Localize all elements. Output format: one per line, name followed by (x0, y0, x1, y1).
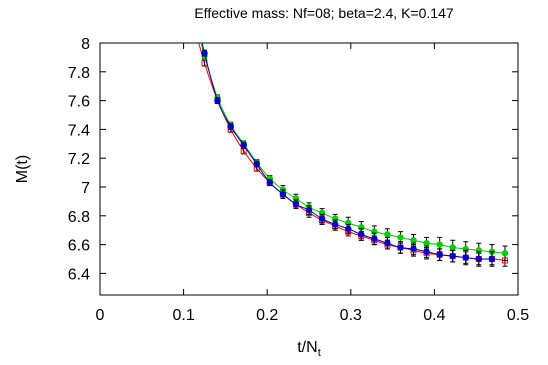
data-point (358, 231, 365, 238)
x-tick-label: 0.5 (507, 307, 529, 324)
data-point (410, 237, 417, 244)
data-point (227, 123, 234, 130)
data-point (501, 250, 509, 257)
y-tick-label: 8 (81, 36, 90, 53)
y-tick-label: 7.2 (68, 151, 90, 168)
x-axis-label: t/Nt (297, 339, 321, 359)
x-axis-ticks: 0 0.1 0.2 0.3 0.4 0.5 (96, 43, 529, 324)
y-tick-label: 6.6 (68, 238, 90, 255)
data-point (449, 244, 456, 251)
data-point (292, 201, 300, 208)
y-tick-label: 7.4 (68, 122, 90, 139)
data-point (462, 254, 469, 261)
y-tick-label: 7.6 (68, 94, 90, 111)
data-point (410, 245, 417, 253)
data-point (436, 251, 443, 258)
plot-frame (99, 42, 519, 296)
y-tick-label: 7.8 (68, 65, 90, 82)
series-2 (201, 43, 496, 267)
x-tick-label: 0.3 (340, 307, 362, 324)
data-point (345, 225, 352, 232)
data-point (475, 255, 482, 263)
data-point (240, 142, 247, 149)
data-point (214, 97, 221, 104)
x-tick-label: 0.4 (423, 307, 445, 324)
data-point (266, 179, 273, 186)
x-axis-label-main: t/N (297, 339, 317, 356)
x-axis-label-subscript: t (318, 347, 321, 359)
data-point (423, 239, 430, 247)
data-point (449, 252, 456, 260)
data-point (371, 235, 378, 243)
y-tick-label: 6.8 (68, 209, 90, 226)
data-point (331, 221, 339, 228)
y-tick-label: 6.4 (68, 266, 90, 283)
y-axis-label: M(t) (14, 155, 31, 183)
data-point (318, 215, 326, 222)
data-point (305, 206, 313, 214)
data-point (384, 239, 391, 247)
data-point (253, 160, 260, 168)
data-point (423, 248, 430, 255)
data-point (384, 231, 391, 238)
chart-title: Effective mass: Nf=08; beta=2.4, K=0.147 (194, 5, 454, 21)
series-1 (200, 43, 509, 261)
x-tick-label: 0 (96, 307, 105, 324)
y-axis-ticks: 6.4 6.6 6.8 7 7.2 7.4 7.6 7.8 8 (68, 36, 518, 283)
y-tick-label: 7 (81, 180, 90, 197)
data-point (201, 49, 208, 57)
x-tick-label: 0.1 (172, 307, 194, 324)
data-point (436, 241, 443, 248)
data-point (397, 234, 404, 241)
data-point (397, 244, 404, 251)
x-tick-label: 0.2 (256, 307, 278, 324)
data-point (488, 255, 496, 263)
series-layer (198, 43, 509, 267)
data-point (279, 190, 287, 198)
